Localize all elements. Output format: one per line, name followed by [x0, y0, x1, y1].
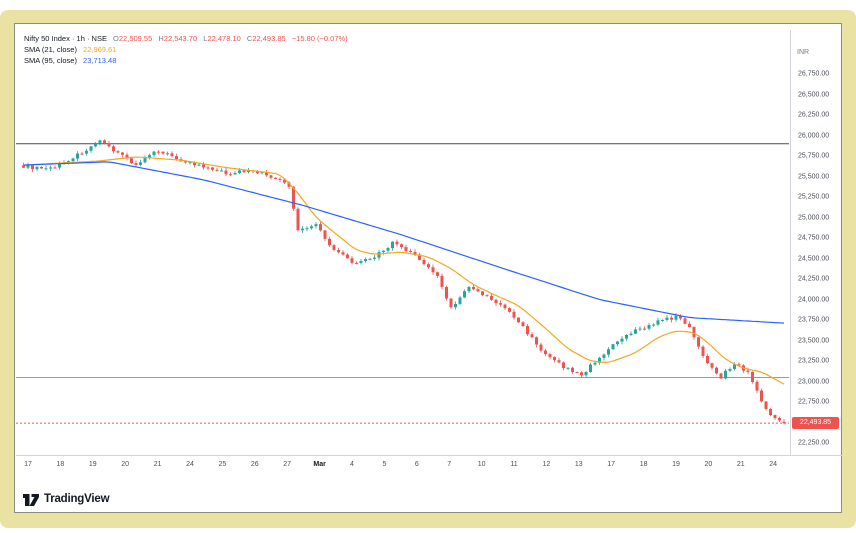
- time-tick-label: 10: [477, 461, 486, 468]
- time-tick-label: 6: [414, 461, 419, 468]
- price-tick-label: 26,500.00: [798, 91, 830, 98]
- time-tick-label: 25: [218, 461, 227, 468]
- time-tick-label: 24: [186, 461, 194, 468]
- time-tick-label: Mar: [313, 461, 326, 468]
- price-tick-label: 25,000.00: [798, 214, 830, 222]
- candles: [22, 139, 786, 425]
- price-tick-label: 26,000.00: [798, 132, 830, 140]
- price-tick-label: 23,750.00: [798, 316, 830, 324]
- time-tick-label: 4: [350, 461, 354, 468]
- close-value: 22,493.85: [252, 34, 286, 43]
- time-tick-label: 21: [736, 461, 745, 468]
- time-tick-label: 27: [283, 461, 292, 468]
- high-value: 22,543.70: [163, 34, 198, 43]
- sma-slow-value: 23,713.48: [83, 56, 117, 65]
- time-tick-label: 21: [153, 461, 162, 468]
- price-tick-label: 26,250.00: [798, 111, 830, 119]
- time-axis[interactable]: 17 18 19 20 21 24 25 26 27 Mar 4 5 6 7 10 11 12 13 17 18 19 2…: [16, 455, 842, 478]
- low-label: L: [203, 34, 208, 43]
- tradingview-logo-icon: [23, 494, 39, 506]
- legend-symbol-row[interactable]: Nifty 50 Index · 1h · NSE O22,509.55 H22…: [24, 33, 348, 44]
- time-tick-label: 7: [447, 461, 452, 468]
- time-tick-label: 19: [88, 461, 97, 468]
- time-tick-label: 24: [769, 461, 778, 468]
- open-label: O: [113, 34, 119, 43]
- price-tick-label: 24,250.00: [798, 275, 830, 283]
- time-tick-label: 19: [672, 461, 680, 468]
- change-value: −15.80 (−0.07%): [291, 34, 348, 43]
- symbol-title: Nifty 50 Index · 1h · NSE: [24, 34, 107, 43]
- legend-sma-fast-row[interactable]: SMA (21, close) 22,969.61: [24, 44, 348, 55]
- open-value: 22,509.55: [118, 34, 153, 43]
- time-tick-label: 12: [542, 461, 551, 468]
- tradingview-logo-text: TradingView: [44, 493, 110, 505]
- time-tick-label: 20: [121, 461, 130, 468]
- price-tick-label: 25,500.00: [798, 173, 830, 181]
- tradingview-logo[interactable]: TradingView: [22, 490, 110, 508]
- price-tick-label: 26,750.00: [798, 70, 830, 78]
- close-label: C: [246, 34, 253, 43]
- sma-fast-value: 22,969.61: [83, 45, 117, 54]
- legend-sma-slow-row[interactable]: SMA (95, close) 23,713.48: [24, 55, 348, 66]
- time-tick-label: 17: [607, 461, 616, 468]
- price-tick-label: 22,750.00: [798, 398, 830, 406]
- price-tick-label: 25,750.00: [798, 152, 830, 160]
- currency-label: INR: [797, 49, 810, 56]
- time-tick-label: 11: [510, 461, 518, 468]
- price-tick-label: 23,000.00: [798, 378, 830, 386]
- price-tick-label: 24,000.00: [798, 296, 830, 304]
- time-tick-label: 17: [24, 461, 32, 468]
- price-tick-label: 24,750.00: [798, 234, 830, 242]
- price-axis[interactable]: 26,750.00 26,500.00 26,250.00 26,000.00 25,7…: [790, 30, 843, 455]
- high-label: H: [158, 34, 164, 43]
- sma-fast-label: SMA (21, close): [24, 45, 77, 54]
- price-tick-label: 23,250.00: [798, 357, 830, 365]
- time-tick-label: 5: [382, 461, 387, 468]
- chart-legend: Nifty 50 Index · 1h · NSE O22,509.55 H22…: [24, 33, 348, 66]
- time-tick-label: 26: [250, 461, 259, 468]
- chart-panel: [14, 23, 842, 513]
- time-tick-label: 13: [574, 461, 583, 468]
- price-tick-label: 22,250.00: [798, 439, 830, 447]
- price-tick-label: 25,250.00: [798, 193, 830, 201]
- price-tick-label: 23,500.00: [798, 337, 830, 345]
- sma-line[interactable]: [23, 156, 785, 385]
- time-tick-label: 20: [704, 461, 713, 468]
- last-price-badge: 22,493.85: [792, 417, 839, 430]
- sma-line[interactable]: [23, 161, 785, 324]
- sma-slow-label: SMA (95, close): [24, 56, 77, 65]
- low-value: 22,478.10: [207, 34, 241, 43]
- price-tick-label: 24,500.00: [798, 255, 830, 263]
- time-tick-label: 18: [56, 461, 65, 468]
- time-tick-label: 18: [639, 461, 648, 468]
